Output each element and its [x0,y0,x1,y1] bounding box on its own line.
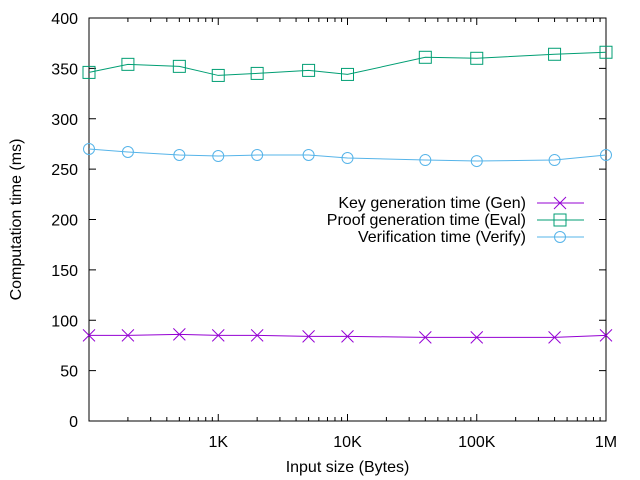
data-point-cross [121,329,135,342]
data-point-circle [212,150,225,163]
data-point-cross [418,331,432,344]
y-tick-label: 0 [69,414,78,431]
data-point-cross [211,329,225,342]
y-tick-label: 50 [60,364,78,381]
x-tick-label: 1K [208,434,228,451]
data-point-circle [173,149,186,162]
data-point-square [548,47,562,61]
data-point-circle [600,149,612,162]
series-line [88,148,607,162]
legend-marker-cross [553,196,567,210]
data-point-square [470,51,484,65]
data-point-square [121,57,135,71]
data-point-circle [121,145,134,158]
y-tick-label: 250 [51,162,78,179]
legend-marker-circle [554,231,566,243]
legend-marker-square [553,213,567,227]
data-point-square [302,63,316,77]
series-line [88,51,607,76]
y-tick-label: 200 [51,213,78,230]
data-point-circle [251,149,264,162]
data-point-circle [83,142,95,155]
axis-ticks: 0 50 100 150 200 250 300 350 400 1K 10K 100K 1M [51,11,617,451]
data-point-cross [250,329,264,342]
data-point-square [82,65,96,79]
y-tick-label: 400 [51,11,78,28]
legend-label: Proof generation time (Eval) [327,212,526,229]
data-point-circle [548,154,561,167]
data-point-square [211,68,225,82]
data-point-cross [599,329,613,342]
data-point-cross [548,331,561,344]
series-lines [82,45,613,344]
data-point-circle [302,149,315,162]
series-1 [82,45,613,82]
y-tick-label: 100 [51,313,78,330]
data-point-cross [82,329,96,342]
legend-label: Verification time (Verify) [358,229,526,246]
data-point-cross [302,330,315,343]
x-tick-label: 100K [458,434,496,451]
data-point-square [341,67,354,81]
data-point-cross [172,328,186,341]
y-axis-label: Computation time (ms) [8,139,25,301]
data-point-square [250,66,264,80]
data-point-square [599,45,613,59]
data-point-circle [419,154,432,167]
y-tick-label: 300 [51,112,78,129]
x-tick-label: 1M [595,434,617,451]
legend-label: Key generation time (Gen) [338,195,526,212]
x-tick-label: 10K [333,434,362,451]
data-point-square [418,50,432,64]
x-axis-label: Input size (Bytes) [286,459,410,476]
series-2 [83,142,612,168]
series-0 [82,328,613,344]
legend: Key generation time (Gen)Proof generatio… [327,195,584,246]
data-point-circle [341,152,354,165]
data-point-cross [341,330,354,343]
y-tick-label: 150 [51,263,78,280]
data-point-cross [470,331,484,344]
y-tick-label: 350 [51,61,78,78]
data-point-square [172,59,186,73]
data-point-circle [470,155,483,168]
